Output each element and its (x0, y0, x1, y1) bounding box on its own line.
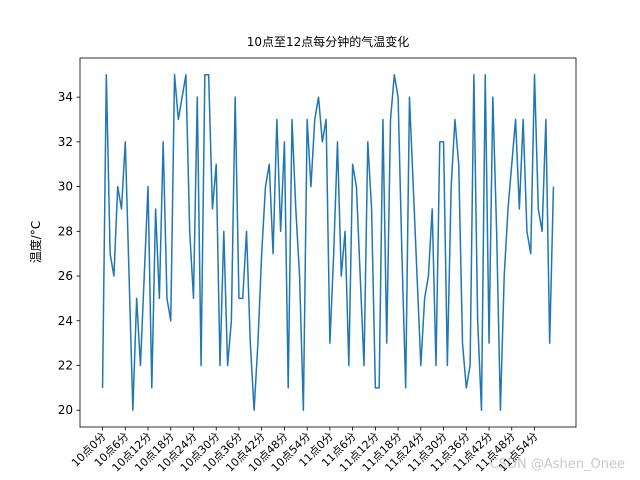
y-tick-label: 20 (58, 403, 73, 417)
y-tick-label: 26 (58, 269, 73, 283)
y-tick-label: 32 (58, 135, 73, 149)
y-tick-label: 28 (58, 224, 73, 238)
watermark: CSDN @Ashen_Onee (490, 457, 625, 472)
chart-title: 10点至12点每分钟的气温变化 (247, 34, 410, 49)
y-tick-label: 22 (58, 359, 73, 373)
y-tick-label: 30 (58, 180, 73, 194)
line (101, 74, 555, 411)
plot-frame (79, 57, 577, 428)
y-axis-label: 温度/°C (28, 221, 43, 263)
y-tick-label: 34 (58, 90, 73, 104)
y-tick-label: 24 (58, 314, 73, 328)
